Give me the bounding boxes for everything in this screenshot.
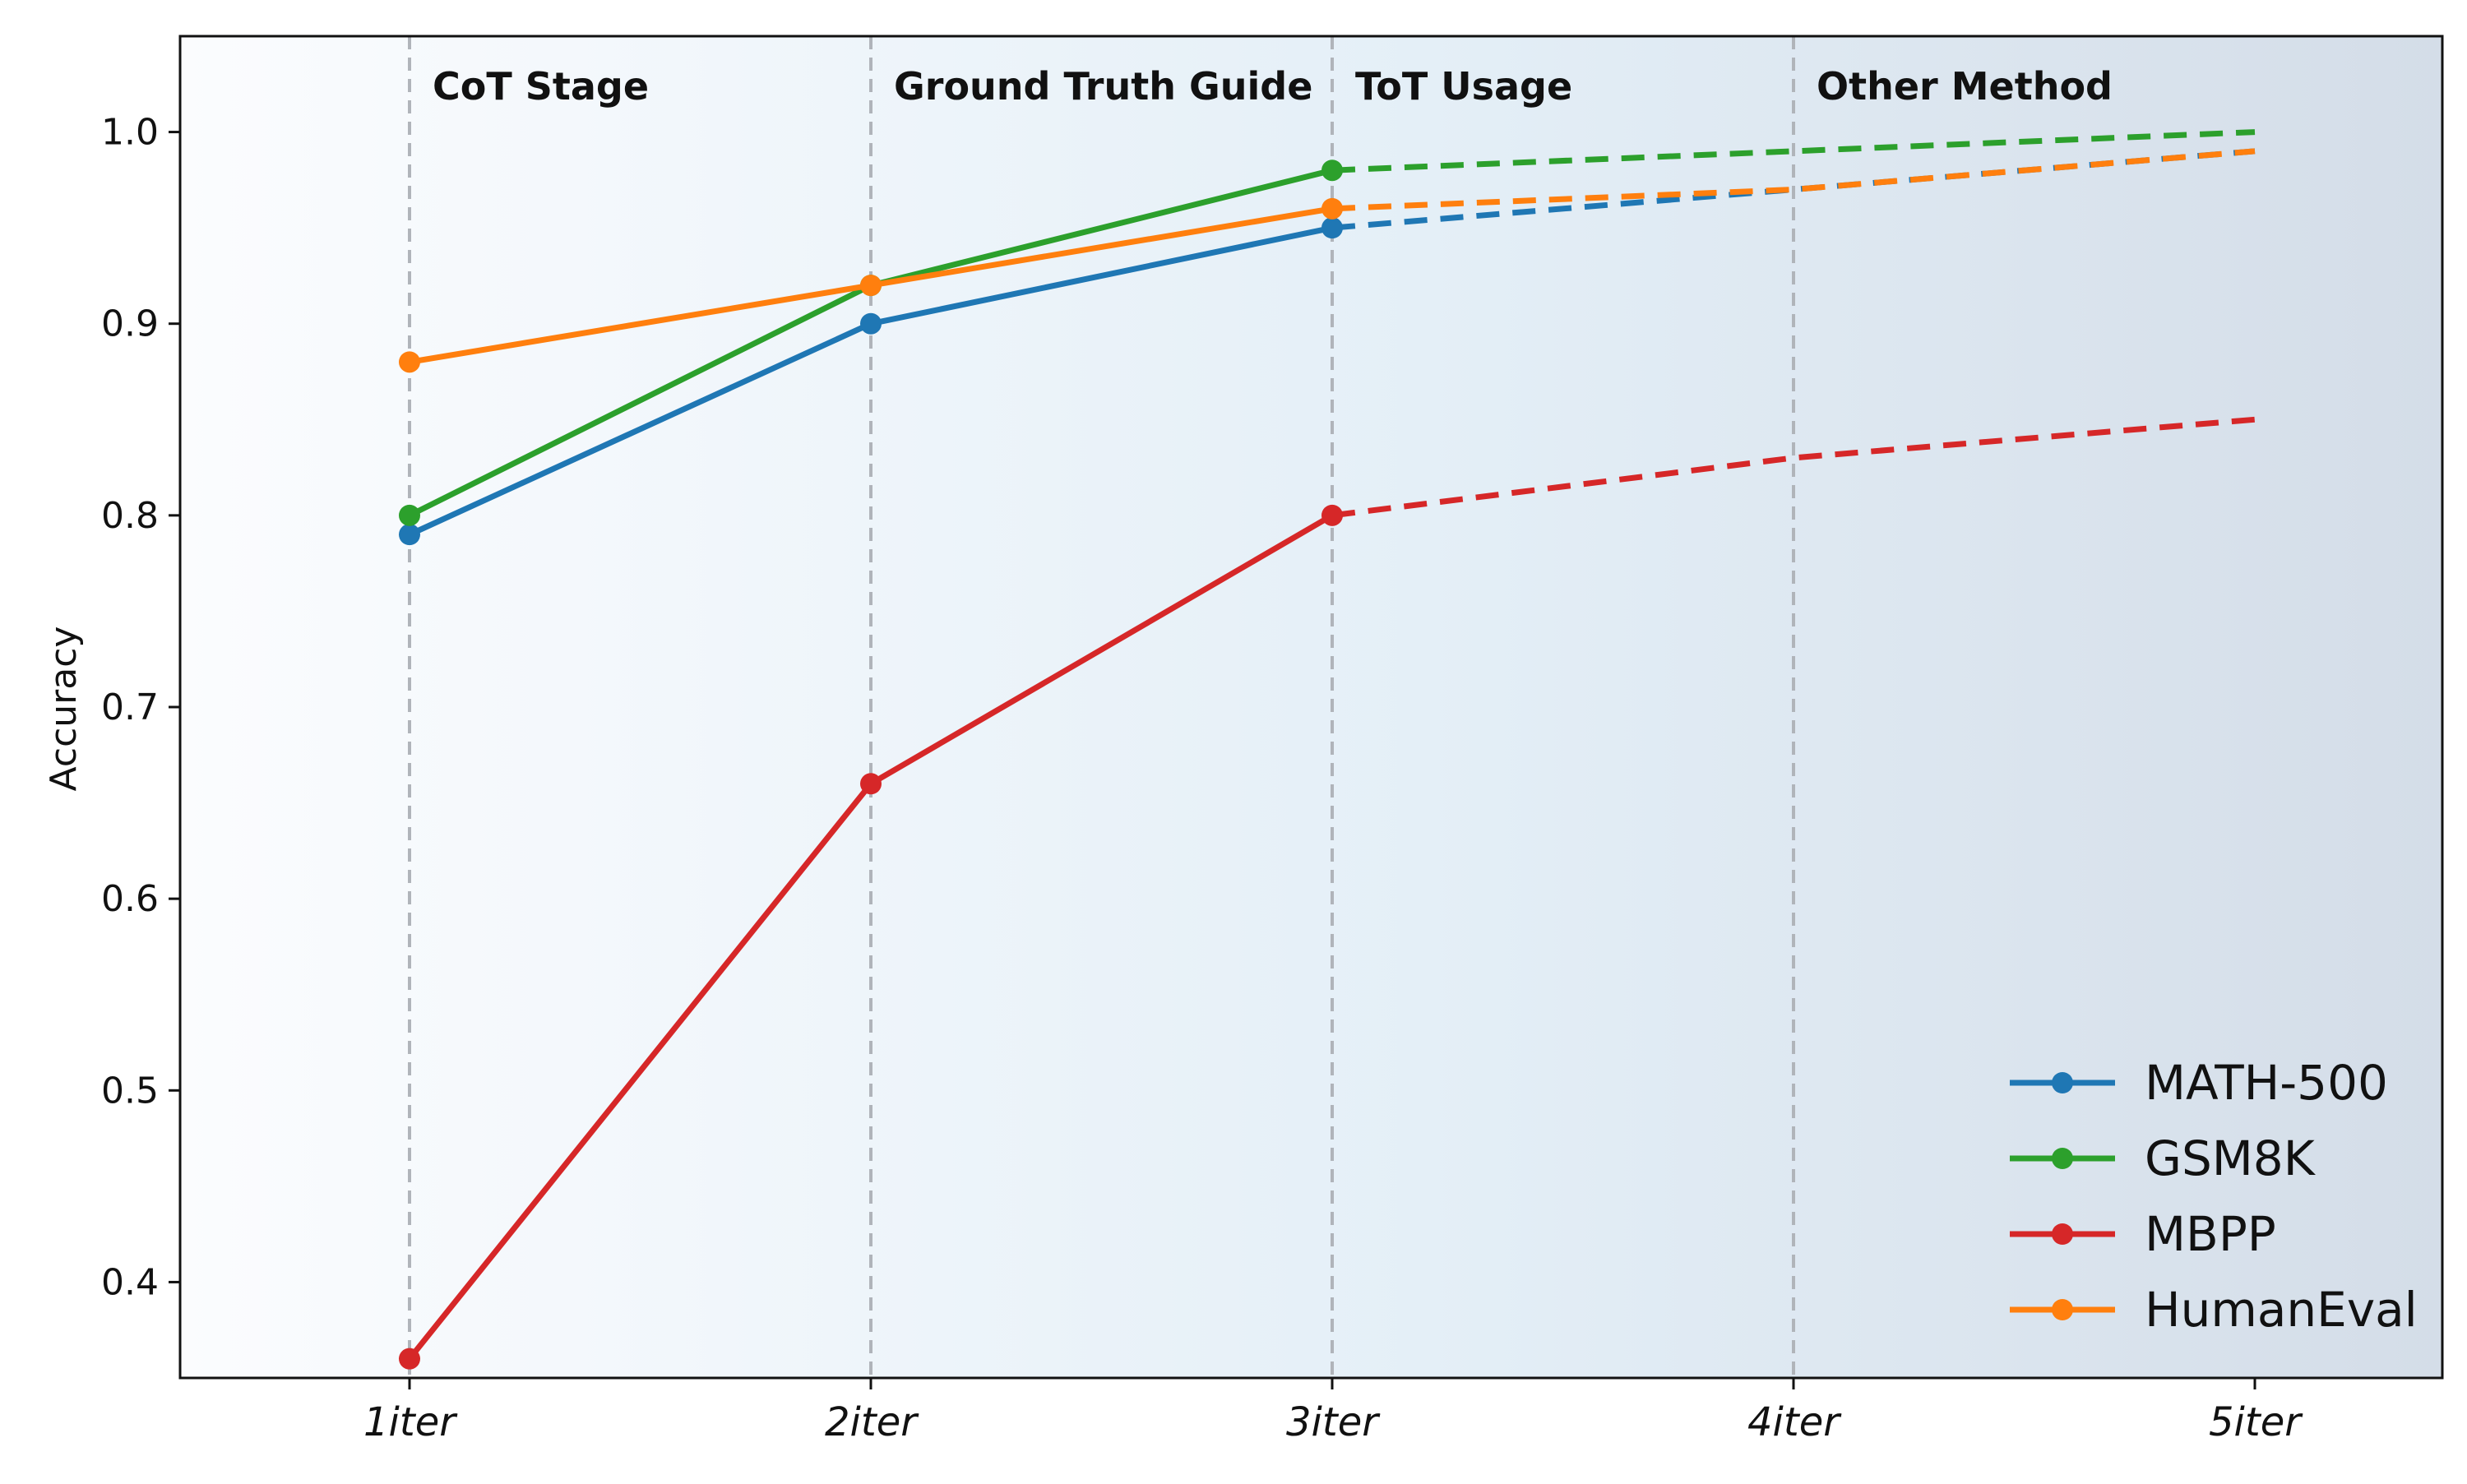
stage-label-2: Ground Truth Guide: [894, 64, 1312, 109]
stage-label-3: ToT Usage: [1355, 64, 1572, 109]
y-tick-label: 0.6: [101, 878, 159, 920]
legend-label-math-500: MATH-500: [2145, 1055, 2388, 1111]
y-tick-label: 0.9: [101, 303, 159, 345]
series-projection-gsm8k: [1331, 129, 2256, 173]
y-tick-label: 0.4: [101, 1261, 159, 1303]
x-tick-label: 2iter: [825, 1399, 919, 1445]
data-point-gsm8k-3: [1321, 159, 1343, 182]
data-point-humaneval-3: [1321, 197, 1343, 220]
legend-marker-math-500: [2052, 1072, 2073, 1093]
data-point-math-500-3: [1321, 217, 1343, 239]
stage-label-1: CoT Stage: [433, 64, 649, 109]
y-axis-label: Accuracy: [43, 626, 85, 792]
legend-marker-humaneval: [2052, 1299, 2073, 1320]
y-tick-label: 1.0: [101, 112, 159, 154]
data-point-humaneval-2: [860, 275, 882, 297]
legend-marker-mbpp: [2052, 1223, 2073, 1245]
stage-label-4: Other Method: [1817, 64, 2113, 109]
data-point-humaneval-1: [399, 351, 420, 373]
series-projection-mbpp: [1331, 416, 2256, 519]
legend-label-humaneval: HumanEval: [2145, 1282, 2418, 1338]
data-point-gsm8k-1: [399, 504, 420, 526]
data-point-math-500-1: [399, 524, 420, 546]
series-projection-humaneval: [1331, 148, 2256, 212]
x-tick-label: 4iter: [1747, 1399, 1842, 1445]
y-tick-label: 0.8: [101, 495, 159, 537]
data-point-mbpp-3: [1321, 504, 1343, 526]
legend-label-mbpp: MBPP: [2145, 1206, 2276, 1262]
data-point-mbpp-1: [399, 1348, 420, 1370]
y-tick-label: 0.5: [101, 1070, 159, 1112]
x-tick-label: 3iter: [1286, 1399, 1381, 1445]
data-point-math-500-2: [860, 312, 882, 335]
x-tick-label: 5iter: [2209, 1399, 2303, 1445]
y-tick-label: 0.7: [101, 687, 159, 728]
x-tick-label: 1iter: [363, 1399, 458, 1445]
data-point-mbpp-2: [860, 773, 882, 795]
legend-label-gsm8k: GSM8K: [2145, 1130, 2317, 1186]
legend-marker-gsm8k: [2052, 1148, 2073, 1169]
plot-background: [180, 36, 2442, 1378]
